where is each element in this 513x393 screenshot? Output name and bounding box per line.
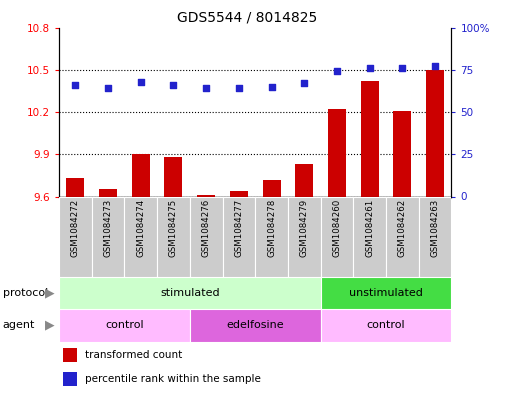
Text: GSM1084260: GSM1084260	[332, 199, 342, 257]
Text: edelfosine: edelfosine	[226, 320, 284, 330]
Point	[333, 68, 341, 75]
Text: agent: agent	[3, 320, 35, 330]
Bar	[66, 178, 84, 196]
Point	[136, 79, 145, 85]
Bar	[190, 309, 321, 342]
Bar	[321, 196, 353, 277]
Bar	[288, 196, 321, 277]
Bar	[321, 277, 451, 309]
Point	[71, 82, 80, 88]
Point	[431, 63, 439, 70]
Text: control: control	[367, 320, 405, 330]
Point	[169, 82, 177, 88]
Point	[366, 65, 374, 71]
Text: transformed count: transformed count	[85, 350, 182, 360]
Bar	[92, 196, 125, 277]
Bar	[255, 196, 288, 277]
Bar	[328, 109, 346, 196]
Text: GSM1084278: GSM1084278	[267, 199, 276, 257]
Bar	[419, 196, 451, 277]
Bar	[63, 348, 76, 362]
Bar	[223, 196, 255, 277]
Text: GSM1084277: GSM1084277	[234, 199, 243, 257]
Point	[267, 83, 275, 90]
Text: percentile rank within the sample: percentile rank within the sample	[85, 374, 261, 384]
Text: ▶: ▶	[46, 319, 55, 332]
Title: GDS5544 / 8014825: GDS5544 / 8014825	[177, 11, 318, 25]
Text: unstimulated: unstimulated	[349, 288, 423, 298]
Point	[202, 85, 210, 92]
Bar	[393, 110, 411, 196]
Point	[104, 85, 112, 92]
Bar	[190, 196, 223, 277]
Text: protocol: protocol	[3, 288, 48, 298]
Bar	[361, 81, 379, 196]
Bar	[386, 196, 419, 277]
Bar	[99, 189, 117, 196]
Bar	[132, 154, 150, 196]
Point	[300, 80, 308, 86]
Bar	[230, 191, 248, 196]
Text: GSM1084274: GSM1084274	[136, 199, 145, 257]
Bar	[353, 196, 386, 277]
Text: ▶: ▶	[46, 286, 55, 299]
Text: GSM1084275: GSM1084275	[169, 199, 178, 257]
Point	[398, 65, 406, 71]
Bar	[59, 309, 190, 342]
Bar	[165, 157, 183, 196]
Text: GSM1084273: GSM1084273	[104, 199, 112, 257]
Bar	[124, 196, 157, 277]
Bar	[263, 180, 281, 196]
Text: GSM1084261: GSM1084261	[365, 199, 374, 257]
Text: GSM1084276: GSM1084276	[202, 199, 211, 257]
Bar	[157, 196, 190, 277]
Bar	[321, 309, 451, 342]
Bar	[59, 196, 92, 277]
Text: control: control	[105, 320, 144, 330]
Bar	[295, 164, 313, 196]
Text: GSM1084263: GSM1084263	[430, 199, 440, 257]
Text: GSM1084272: GSM1084272	[71, 199, 80, 257]
Bar	[63, 372, 76, 386]
Bar	[426, 70, 444, 196]
Bar	[197, 195, 215, 196]
Bar	[59, 277, 321, 309]
Point	[235, 85, 243, 92]
Text: GSM1084279: GSM1084279	[300, 199, 309, 257]
Text: GSM1084262: GSM1084262	[398, 199, 407, 257]
Text: stimulated: stimulated	[160, 288, 220, 298]
